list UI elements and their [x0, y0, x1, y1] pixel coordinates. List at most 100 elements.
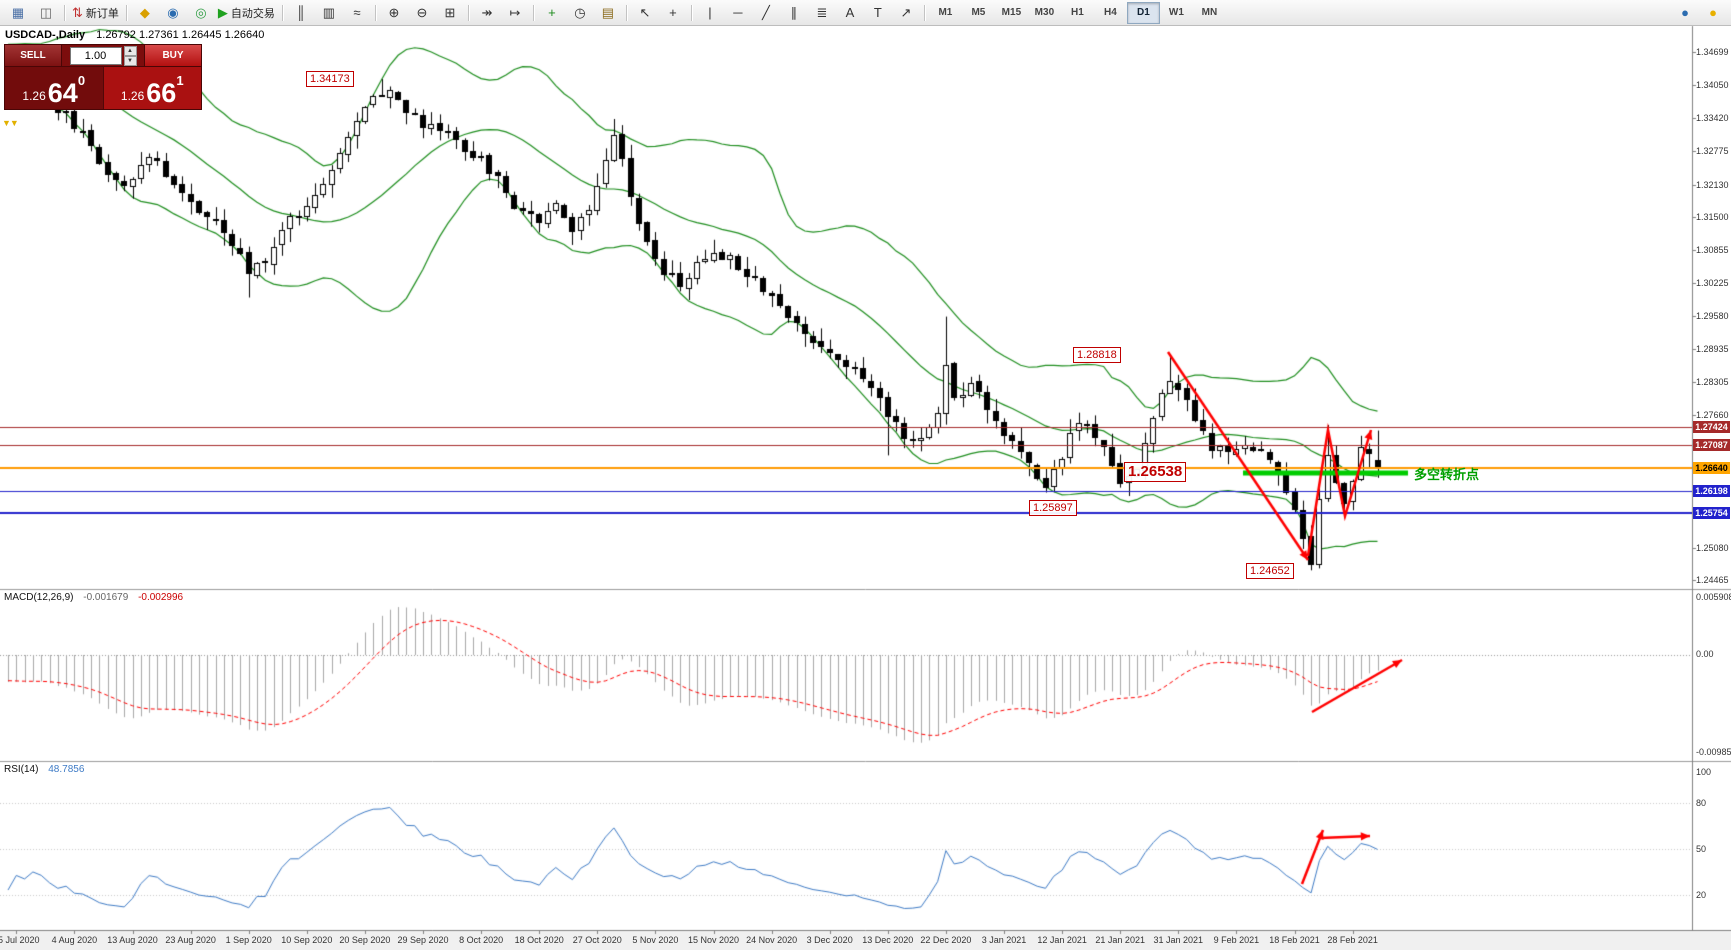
time-axis-label: 29 Sep 2020: [397, 935, 449, 945]
rsi-indicator-label[interactable]: RSI(14) 48.7856: [4, 764, 84, 775]
macd-name: MACD(12,26,9): [4, 592, 74, 603]
zoom-out-icon[interactable]: ⊖: [408, 1, 436, 25]
time-axis-label: 3 Dec 2020: [806, 935, 853, 945]
account-icon[interactable]: ◉: [159, 1, 187, 25]
indicators-icon[interactable]: +: [538, 1, 566, 25]
text-label-icon[interactable]: T: [864, 1, 892, 25]
toolbar-separator: [532, 4, 534, 21]
rsi-scale-level: 100: [1696, 767, 1712, 777]
channel-icon[interactable]: ∥: [780, 1, 808, 25]
buy-price-prefix: 1.26: [120, 89, 145, 103]
price-callout[interactable]: 1.34173: [306, 71, 354, 87]
one-click-trading-panel: SELL ▲ ▼ BUY 1.26 64 0 1.26 66 1: [4, 44, 202, 110]
price-scale-tick: 1.33420: [1696, 112, 1729, 123]
new-order-button[interactable]: ⇅ 新订单: [69, 1, 122, 25]
favorites-icon: ◆: [139, 5, 150, 20]
autotrade-button[interactable]: ▶ 自动交易: [215, 1, 278, 25]
timeframe-m30-button[interactable]: M30: [1034, 7, 1055, 18]
rsi-scale-level: 80: [1696, 797, 1707, 808]
sell-price-panel[interactable]: 1.26 64 0: [5, 67, 103, 109]
help-icon[interactable]: ●: [1671, 1, 1699, 25]
volume-increase-button[interactable]: ▲: [123, 45, 137, 56]
price-scale-tick: 1.31500: [1696, 212, 1729, 223]
ohlc-values: 1.26792 1.27361 1.26445 1.26640: [96, 29, 265, 41]
toolbar-separator: [281, 4, 283, 21]
timeframe-d1-button[interactable]: D1: [1126, 1, 1160, 24]
price-callout[interactable]: 1.24652: [1246, 563, 1294, 579]
price-tag: 1.26640: [1693, 461, 1730, 474]
buy-price-panel[interactable]: 1.26 66 1: [102, 67, 201, 109]
horizontal-line-icon: ─: [733, 5, 743, 20]
timeframe-mn-button[interactable]: MN: [1201, 7, 1218, 18]
buy-button[interactable]: BUY: [144, 45, 201, 66]
new-order: ⇅: [72, 5, 83, 20]
time-axis-label: 13 Dec 2020: [862, 935, 914, 945]
price-scale-tick: 1.24465: [1696, 574, 1729, 585]
toolbar-separator: [923, 4, 925, 21]
time-axis-label: 5 Nov 2020: [632, 935, 679, 945]
trendline-icon[interactable]: ╱: [752, 1, 780, 25]
price-scale-tick: 1.32775: [1696, 146, 1729, 157]
chart-shift-icon[interactable]: ↦: [501, 1, 529, 25]
candlestick-chart-icon: ▥: [322, 5, 336, 20]
timeframe-m5-button[interactable]: M5: [971, 7, 986, 18]
fibonacci-icon[interactable]: ≣: [808, 1, 836, 25]
price-scale-tick: 1.30225: [1696, 277, 1729, 288]
price-callout[interactable]: 1.26538: [1124, 462, 1187, 482]
candlestick-chart-icon[interactable]: ▥: [315, 1, 343, 25]
timeframe-h4-button[interactable]: H4: [1104, 7, 1117, 18]
price-scale[interactable]: [1692, 26, 1731, 930]
chart-windows-icon[interactable]: ◫: [32, 1, 60, 25]
time-axis-label: 3 Jan 2021: [981, 935, 1027, 945]
time-axis-label: 13 Aug 2020: [107, 935, 158, 945]
volume-input[interactable]: [69, 46, 122, 65]
sell-button[interactable]: SELL: [5, 45, 62, 66]
pane-separator-rsi[interactable]: [0, 757, 1731, 764]
volume-decrease-button[interactable]: ▼: [123, 55, 137, 66]
tile-windows-icon[interactable]: ⊞: [436, 1, 464, 25]
pane-separator-macd[interactable]: [0, 585, 1731, 592]
notification-icon: ●: [1709, 5, 1717, 20]
timeframe-m1-button[interactable]: M1: [938, 7, 953, 18]
timeframe-w1-button[interactable]: W1: [1168, 7, 1184, 18]
chart-shift-icon: ↦: [509, 5, 521, 20]
toolbar-separator: [467, 4, 469, 21]
templates-icon[interactable]: ▤: [594, 1, 622, 25]
notification-icon[interactable]: ●: [1699, 1, 1727, 25]
macd-indicator-label[interactable]: MACD(12,26,9) -0.001679 -0.002996: [4, 592, 183, 603]
arrow-object-icon[interactable]: ↗: [892, 1, 920, 25]
crosshair-icon[interactable]: +: [659, 1, 687, 25]
buy-price-big: 66: [146, 77, 177, 108]
time-axis-label: 10 Sep 2020: [281, 935, 333, 945]
timeframe-h1-button[interactable]: H1: [1071, 7, 1084, 18]
time-axis-label: 21 Jan 2021: [1095, 935, 1145, 945]
mql-community-icon: ◎: [195, 5, 207, 20]
cursor-icon[interactable]: ↖: [631, 1, 659, 25]
zoom-in-icon[interactable]: ⊕: [380, 1, 408, 25]
turning-point-label[interactable]: 多空转折点: [1414, 467, 1480, 482]
horizontal-line-icon[interactable]: ─: [724, 1, 752, 25]
time-axis-label: 22 Dec 2020: [920, 935, 972, 945]
periods-icon[interactable]: ◷: [566, 1, 594, 25]
time-axis-label: 25 Jul 2020: [0, 935, 40, 945]
vertical-line-icon[interactable]: |: [696, 1, 724, 25]
rsi-scale-level: 20: [1696, 890, 1707, 901]
price-callout[interactable]: 1.28818: [1073, 347, 1121, 363]
text-icon[interactable]: A: [836, 1, 864, 25]
new-chart-icon[interactable]: ▦: [4, 1, 32, 25]
auto-scroll-icon[interactable]: ↠: [473, 1, 501, 25]
macd-signal-value: -0.002996: [138, 592, 184, 603]
bar-chart-icon[interactable]: ║: [287, 1, 315, 25]
price-scale-tick: 1.34050: [1696, 80, 1729, 91]
favorites-icon[interactable]: ◆: [131, 1, 159, 25]
timeframe-m15-button[interactable]: M15: [1001, 7, 1022, 18]
indicators-icon: +: [548, 5, 556, 20]
price-callout[interactable]: 1.25897: [1029, 500, 1077, 516]
time-axis-label: 9 Feb 2021: [1213, 935, 1260, 945]
mql-community-icon[interactable]: ◎: [187, 1, 215, 25]
line-chart-icon[interactable]: ≈: [343, 1, 371, 25]
